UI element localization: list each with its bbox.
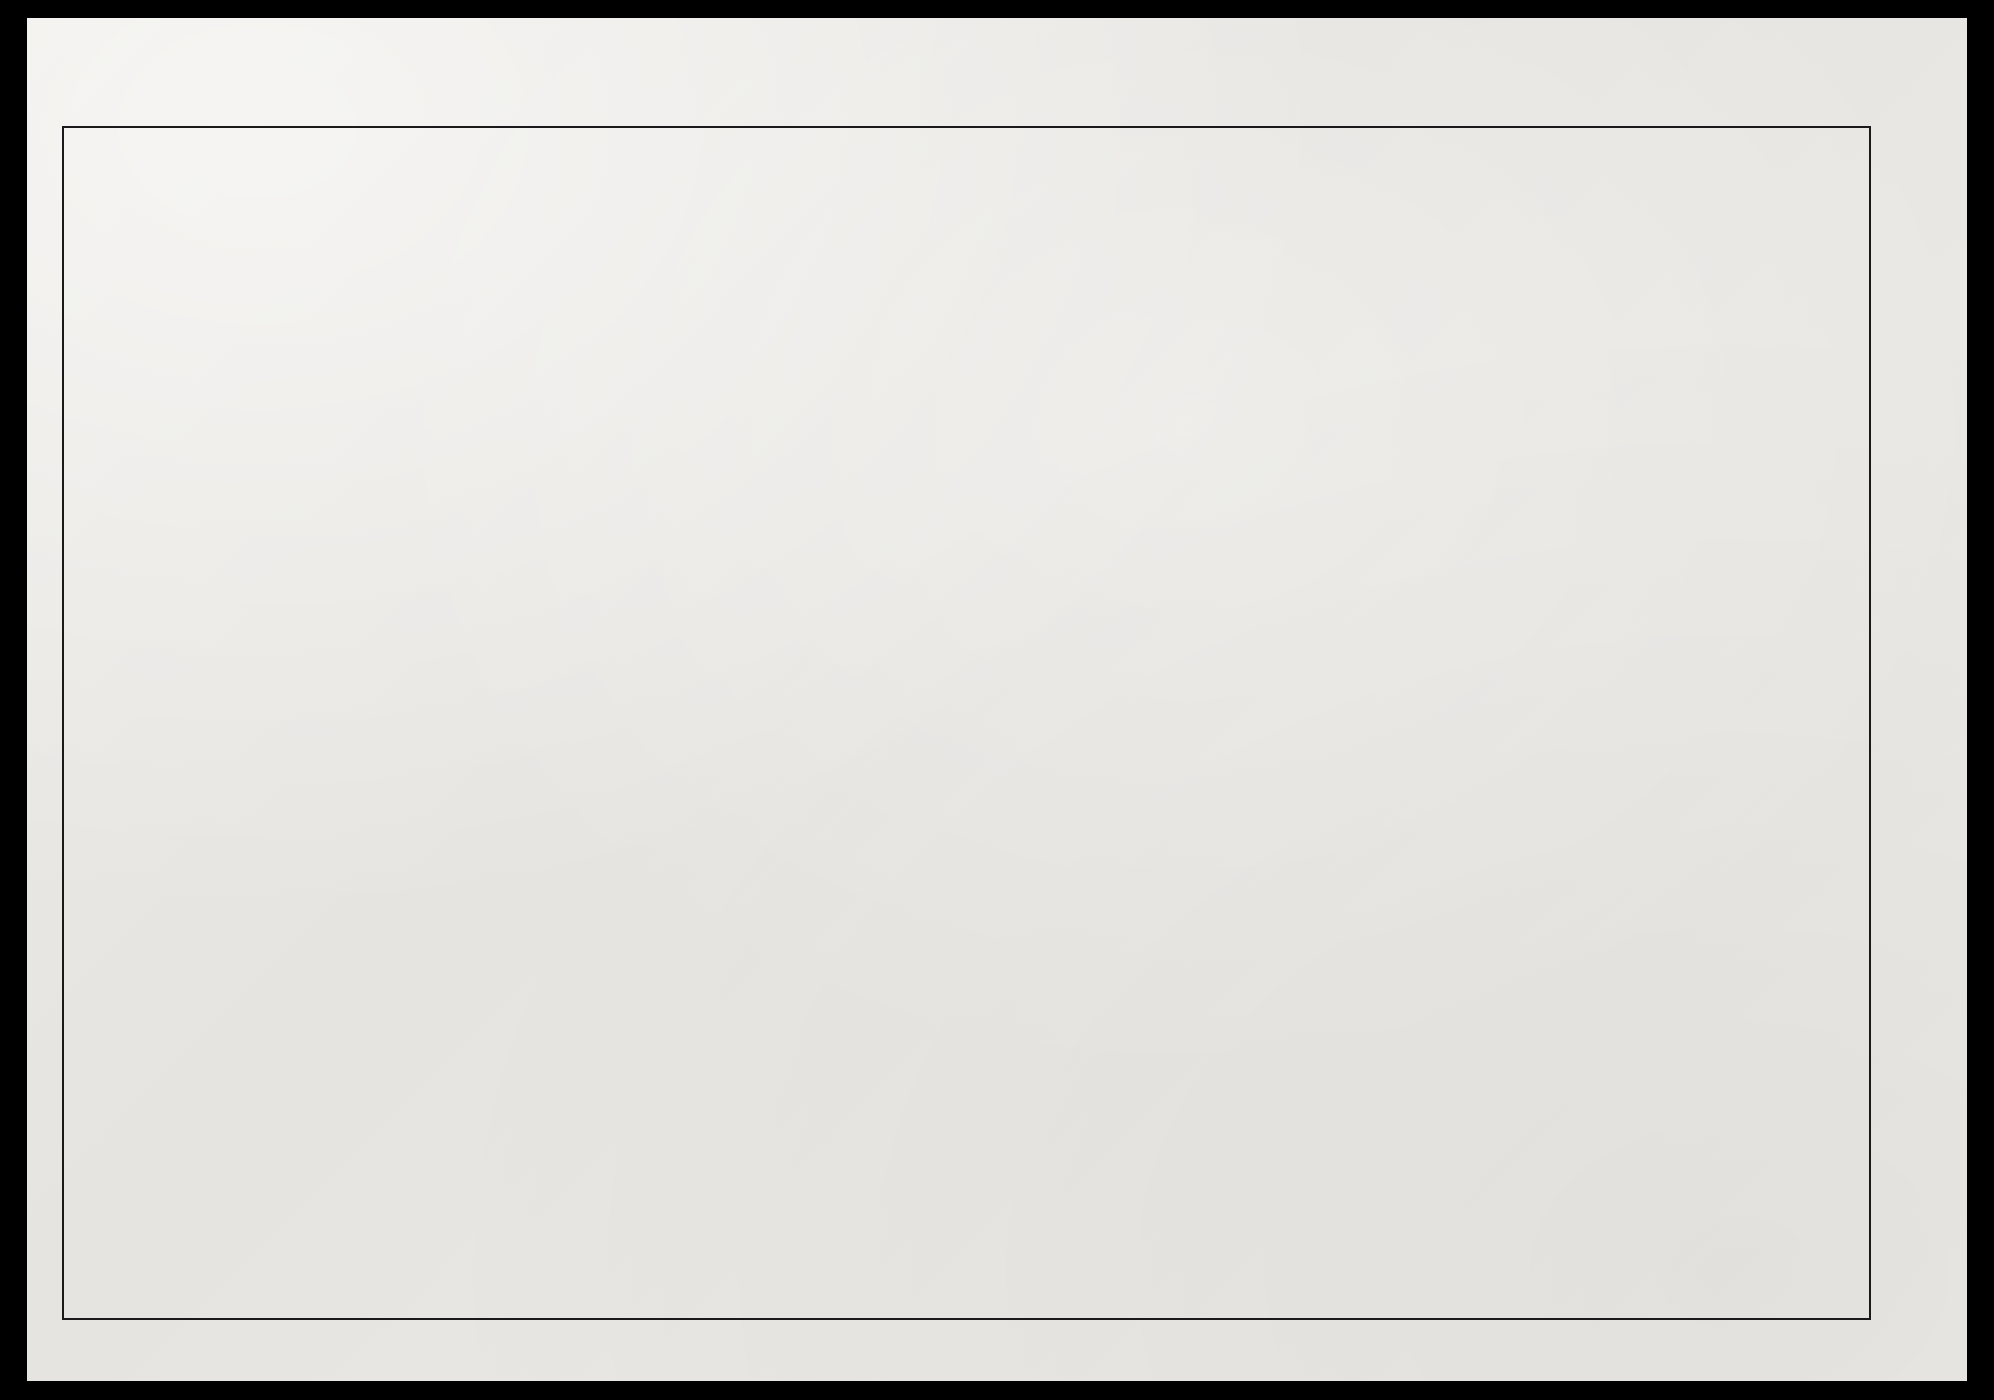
- scan-edge-left: [0, 0, 27, 1400]
- census-form-scan: [27, 18, 1967, 1381]
- scan-edge-right: [1967, 0, 1994, 1400]
- scan-edge-bottom: [0, 1381, 1994, 1400]
- census-table: [62, 126, 1871, 1320]
- scan-edge-top: [0, 0, 1994, 18]
- paper-background: [27, 18, 1967, 1381]
- page-title: [27, 66, 1967, 114]
